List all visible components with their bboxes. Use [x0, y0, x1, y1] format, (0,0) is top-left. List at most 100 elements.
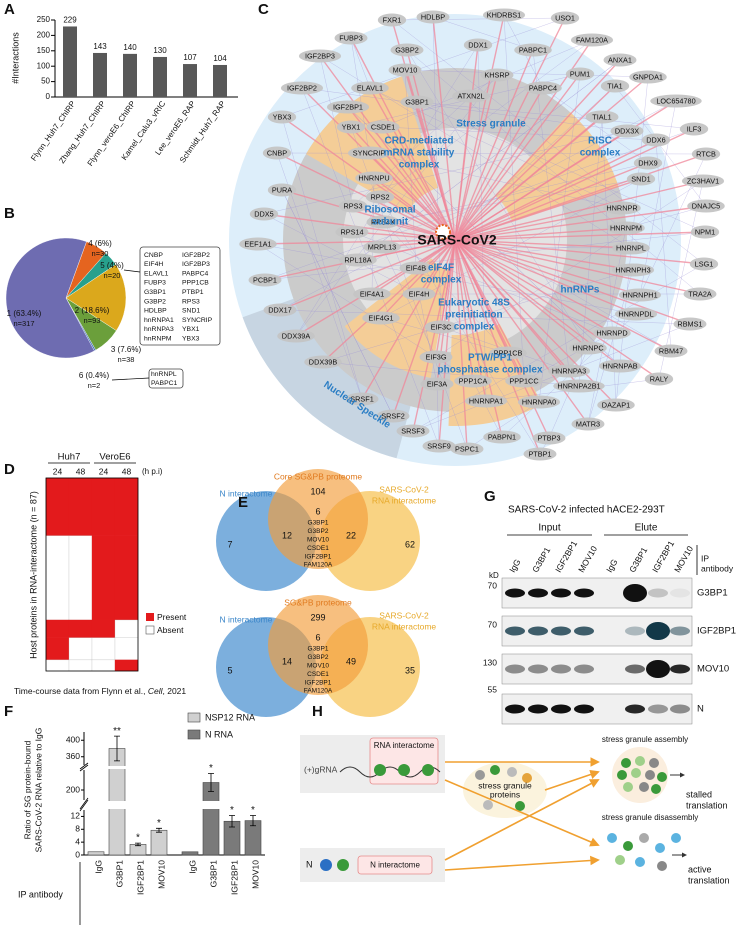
protein-dot	[320, 859, 332, 871]
node	[339, 253, 377, 267]
slice-label: 3 (7.6%)	[111, 345, 142, 354]
slice-count: n=20	[104, 271, 121, 280]
node	[452, 89, 490, 103]
node	[263, 303, 297, 317]
heatmap-cell	[114, 477, 139, 536]
pool-label: proteins	[490, 789, 520, 799]
edge	[466, 401, 540, 450]
venn-count: 299	[310, 612, 325, 622]
protein-dot	[617, 770, 627, 780]
bar	[63, 26, 77, 97]
edge	[454, 95, 472, 241]
node	[690, 225, 720, 239]
venn-count: 35	[405, 665, 415, 675]
node	[505, 374, 543, 388]
node-label: FAM120A	[576, 35, 608, 44]
interactome-box	[357, 855, 433, 875]
column-label: 48	[122, 466, 132, 476]
node	[483, 430, 521, 444]
node-label: DDX39B	[309, 357, 338, 366]
edge	[587, 227, 627, 425]
band	[574, 588, 594, 598]
node	[396, 424, 430, 438]
edge	[548, 347, 589, 439]
bar	[183, 64, 197, 97]
edge	[454, 239, 613, 334]
edge	[412, 239, 456, 432]
venn-title: Core SG&PB proteome	[274, 471, 363, 481]
protein-name: hnRNPA3	[144, 326, 174, 333]
heatmap-cell	[91, 659, 116, 672]
interactome-label: N interactome	[370, 861, 420, 870]
column-group: Huh7	[58, 452, 81, 463]
node-label: TIA1	[607, 81, 622, 90]
edge	[454, 231, 706, 241]
node-label: RALY	[650, 374, 669, 383]
lane-label: IgG	[604, 557, 620, 574]
edge	[404, 69, 649, 78]
heatmap-cell	[114, 535, 139, 621]
edge	[279, 239, 456, 311]
bar	[153, 56, 167, 97]
column-label: 24	[99, 466, 109, 476]
venn-set-label: RNA interactome	[372, 621, 437, 631]
node	[376, 409, 410, 423]
protein-dot	[615, 855, 625, 865]
edge	[454, 74, 498, 241]
process-label: stress granule assembly	[602, 735, 688, 744]
node-label: YBX3	[273, 112, 292, 121]
y-axis-label: Ratio of SG protein-bound	[22, 740, 32, 839]
protein-name: MOV10	[307, 537, 329, 544]
node	[612, 241, 650, 255]
interactome-box	[369, 737, 439, 785]
protein-dot	[337, 859, 349, 871]
band	[623, 584, 647, 602]
protein-name: PPP1CB	[182, 280, 209, 287]
node-label: IGF2BP2	[287, 83, 317, 92]
edge	[454, 130, 628, 241]
node	[641, 133, 671, 147]
node-label: YBX1	[342, 122, 361, 131]
node	[464, 394, 508, 408]
node	[687, 199, 725, 213]
venn-count: 5	[227, 665, 232, 675]
bar	[150, 829, 168, 856]
node-label: EIF3G	[425, 352, 446, 361]
protein-dot	[483, 800, 493, 810]
blot-title: SARS-CoV-2 infected hACE2-293T	[508, 505, 665, 516]
node	[366, 215, 400, 229]
node-label: SRSF3	[401, 426, 425, 435]
lane-label: IgG	[507, 557, 523, 574]
node	[691, 147, 721, 161]
legend-swatch	[146, 613, 154, 621]
node	[517, 395, 561, 409]
node	[334, 31, 368, 45]
outcome-label: translation	[688, 875, 730, 885]
protein-name: PABPC1	[151, 380, 178, 387]
target-label: MOV10	[697, 664, 729, 675]
edge	[454, 239, 468, 450]
y-tick-label: 360	[66, 751, 80, 761]
node	[644, 372, 674, 386]
value-label: 130	[153, 46, 167, 55]
edge	[391, 19, 705, 265]
ip-label: IP	[701, 553, 709, 563]
heatmap-cell	[91, 477, 116, 536]
node-label: ILF3	[687, 124, 702, 133]
band	[670, 626, 690, 636]
node-label: PTBP3	[537, 433, 560, 442]
protein-name: G3BP1	[308, 520, 329, 527]
node-label: PURA	[272, 185, 292, 194]
protein-name: FAM120A	[304, 688, 333, 695]
node	[679, 122, 709, 136]
lane-label: MOV10	[576, 544, 599, 574]
band	[551, 588, 571, 598]
complex-label: PTW/PP1	[468, 353, 512, 364]
heatmap-cell	[91, 637, 116, 661]
complex-label: complex	[580, 148, 621, 159]
node-label: CSDE1	[371, 122, 395, 131]
y-axis-label: #Interactions	[10, 32, 20, 84]
y-tick-label: 8	[75, 824, 80, 834]
node-label: KHSRP	[484, 70, 509, 79]
